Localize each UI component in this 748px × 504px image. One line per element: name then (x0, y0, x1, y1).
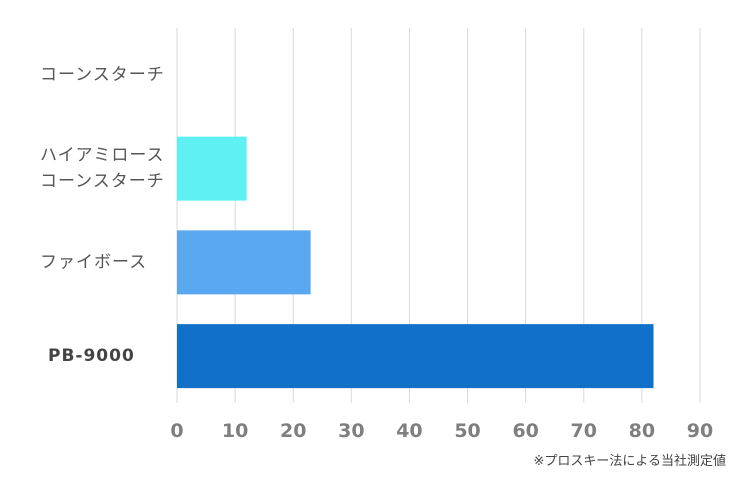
category-label-line: コーンスターチ (40, 172, 165, 192)
x-tick-label: 30 (338, 420, 364, 442)
x-tick-label: 40 (396, 420, 422, 442)
x-tick-label: 80 (629, 420, 655, 442)
bar (177, 230, 311, 295)
category-label: PB-9000 (48, 346, 135, 366)
bar (177, 136, 247, 201)
category-label: コーンスターチ (40, 65, 165, 85)
category-label-line: ハイアミロース (40, 146, 164, 166)
x-tick-label: 50 (454, 420, 480, 442)
x-tick-label: 10 (222, 420, 248, 442)
category-label-line: コーンスターチ (40, 65, 165, 85)
x-tick-label: 60 (512, 420, 538, 442)
footnote: ※プロスキー法による当社測定値 (533, 454, 726, 469)
x-tick-label: 0 (170, 420, 183, 442)
category-label-line: ファイボース (40, 252, 147, 272)
category-label-line: PB-9000 (48, 346, 135, 366)
x-tick-label: 20 (280, 420, 306, 442)
category-label: ファイボース (40, 252, 147, 272)
bar (177, 324, 654, 389)
x-tick-label: 70 (571, 420, 597, 442)
x-tick-label: 90 (687, 420, 713, 442)
category-label: ハイアミロースコーンスターチ (40, 146, 165, 192)
